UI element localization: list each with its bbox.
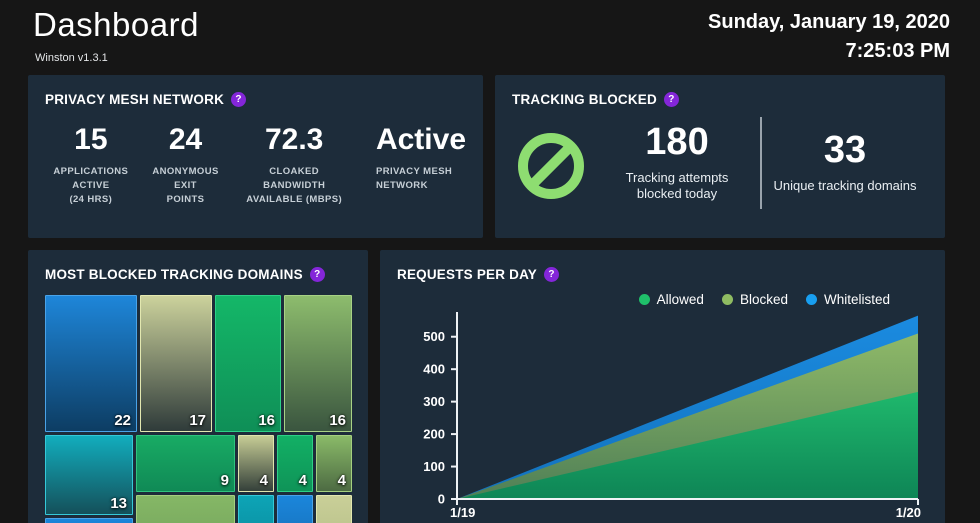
panel-tracking-blocked: TRACKING BLOCKED ? 180 Tracking attempts… [495, 75, 945, 238]
panel-requests-per-day: REQUESTS PER DAY ? Allowed Blocked White… [380, 250, 945, 523]
treemap-box[interactable] [277, 495, 313, 523]
stat-tracking-attempts-blocked: 180 Tracking attempts blocked today [594, 120, 760, 204]
panel-title-text: PRIVACY MESH NETWORK [45, 92, 225, 107]
chart-legend: Allowed Blocked Whitelisted [638, 292, 890, 307]
stat-label: PRIVACY MESH NETWORK [375, 166, 453, 191]
legend-dot-whitelisted [805, 294, 817, 305]
stat-label: Unique tracking domains [773, 178, 917, 193]
app-version: Winston v1.3.1 [35, 52, 108, 64]
requests-area-chart: 0 100 200 300 400 500 1/19 1/20 [423, 312, 921, 520]
datetime: Sunday, January 19, 2020 7:25:03 PM [708, 8, 950, 66]
svg-text:200: 200 [423, 427, 445, 442]
legend-dot-allowed [638, 294, 650, 305]
panel-most-blocked-domains: MOST BLOCKED TRACKING DOMAINS ? 22 17 16 16… [28, 250, 368, 523]
panel-title-text: MOST BLOCKED TRACKING DOMAINS [45, 267, 303, 282]
stat-applications-active: 15 APPLICATIONS ACTIVE (24 HRS) [45, 123, 137, 206]
stat-value: 24 [168, 123, 203, 156]
treemap-box[interactable] [136, 495, 235, 523]
stat-value: 180 [645, 120, 709, 163]
svg-text:300: 300 [423, 394, 445, 409]
panel-title-text: TRACKING BLOCKED [512, 92, 657, 107]
treemap-box[interactable]: 9 [136, 435, 235, 492]
legend-label: Whitelisted [823, 292, 890, 307]
help-icon[interactable]: ? [231, 92, 247, 107]
stat-anonymous-exit-points: 24 ANONYMOUS EXIT POINTS [145, 123, 227, 206]
svg-text:100: 100 [423, 459, 445, 474]
treemap-box[interactable]: 17 [140, 295, 212, 432]
current-time: 7:25:03 PM [845, 40, 951, 62]
treemap-value: 4 [259, 472, 268, 489]
treemap-value: 4 [337, 472, 346, 489]
page-title: Dashboard [33, 6, 199, 43]
treemap-value: 17 [189, 412, 206, 429]
panel-privacy-mesh-network: PRIVACY MESH NETWORK ? 15 APPLICATIONS A… [28, 75, 483, 238]
treemap-box[interactable]: 4 [277, 435, 313, 492]
legend-item-blocked[interactable]: Blocked [721, 292, 788, 307]
treemap-value: 13 [110, 495, 127, 512]
svg-text:500: 500 [423, 329, 445, 344]
stat-value: 33 [823, 129, 867, 172]
legend-item-allowed[interactable]: Allowed [638, 292, 704, 307]
help-icon[interactable]: ? [663, 92, 679, 107]
stat-cloaked-bandwidth: 72.3 CLOAKED BANDWIDTH AVAILABLE (MBPS) [234, 123, 354, 206]
svg-text:0: 0 [438, 492, 445, 507]
treemap-box[interactable]: 4 [316, 435, 352, 492]
treemap-box[interactable]: 16 [215, 295, 281, 432]
stat-label: APPLICATIONS ACTIVE (24 HRS) [53, 166, 129, 205]
help-icon[interactable]: ? [544, 267, 559, 282]
treemap-box[interactable]: 16 [284, 295, 352, 432]
treemap: 22 17 16 16 13 9 4 4 4 [28, 250, 368, 523]
treemap-value: 4 [298, 472, 307, 489]
current-date: Sunday, January 19, 2020 [708, 11, 950, 33]
svg-text:1/19: 1/19 [450, 505, 475, 520]
panel-title-text: REQUESTS PER DAY [397, 267, 537, 282]
treemap-box[interactable] [316, 495, 352, 523]
panel-title: TRACKING BLOCKED ? [512, 92, 928, 107]
legend-label: Allowed [656, 292, 704, 307]
stat-label: CLOAKED BANDWIDTH AVAILABLE (MBPS) [246, 166, 343, 205]
treemap-value: 22 [114, 412, 131, 429]
treemap-value: 9 [220, 472, 229, 489]
help-icon[interactable]: ? [309, 267, 325, 282]
blocked-icon [518, 133, 584, 199]
treemap-box[interactable]: 13 [45, 435, 133, 515]
treemap-box[interactable]: 4 [238, 435, 274, 492]
legend-label: Blocked [739, 292, 788, 307]
vertical-divider [760, 117, 762, 209]
treemap-value: 16 [329, 412, 346, 429]
stat-label: ANONYMOUS EXIT POINTS [152, 166, 219, 205]
stat-value: 72.3 [264, 123, 324, 156]
stat-label: Tracking attempts blocked today [625, 169, 729, 202]
tracking-stats: 180 Tracking attempts blocked today 33 U… [512, 117, 928, 209]
svg-text:1/20: 1/20 [896, 505, 921, 520]
mesh-stats: 15 APPLICATIONS ACTIVE (24 HRS) 24 ANONY… [45, 123, 466, 206]
panel-title: REQUESTS PER DAY ? [397, 267, 928, 282]
stat-mesh-status: Active PRIVACY MESH NETWORK [362, 123, 466, 206]
panel-title: PRIVACY MESH NETWORK ? [45, 92, 466, 107]
svg-text:400: 400 [423, 362, 445, 377]
stat-unique-tracking-domains: 33 Unique tracking domains [762, 129, 928, 195]
treemap-box[interactable]: 22 [45, 295, 137, 432]
legend-item-whitelisted[interactable]: Whitelisted [805, 292, 890, 307]
stat-value: Active [375, 123, 466, 156]
legend-dot-blocked [721, 294, 733, 305]
treemap-box[interactable] [45, 518, 133, 523]
treemap-value: 16 [258, 412, 275, 429]
treemap-box[interactable] [238, 495, 274, 523]
blocked-icon-ring [518, 133, 584, 199]
panel-title: MOST BLOCKED TRACKING DOMAINS ? [45, 267, 351, 282]
stat-value: 15 [74, 123, 108, 156]
